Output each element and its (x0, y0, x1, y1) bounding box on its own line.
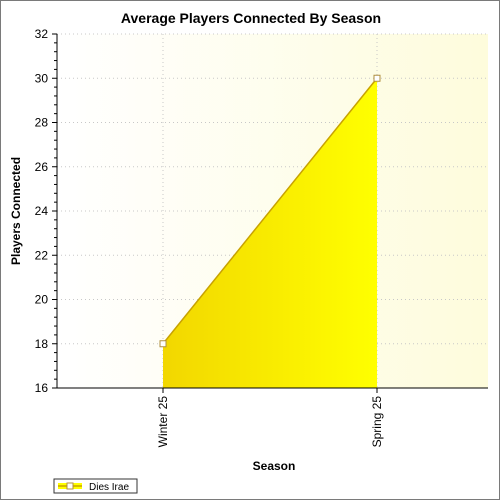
data-point-marker (159, 340, 167, 348)
legend-box (53, 478, 138, 494)
y-tick-label: 26 (35, 160, 49, 174)
x-tick-label: Winter 25 (156, 396, 170, 448)
y-tick-label: 22 (35, 248, 49, 262)
y-tick-label: 32 (35, 27, 49, 41)
x-tick-labels: Winter 25 Spring 25 (156, 396, 384, 448)
y-tick-label: 28 (35, 116, 49, 130)
legend: Dies Irae (53, 478, 138, 494)
y-axis-title: Players Connected (9, 157, 23, 265)
axes (52, 33, 488, 393)
x-tick-label: Spring 25 (370, 396, 384, 448)
series-line-dies-irae (162, 77, 378, 345)
x-axis-title: Season (253, 459, 296, 473)
y-tick-labels: 16 18 20 22 24 26 28 30 32 (35, 27, 49, 395)
y-tick-label: 16 (35, 381, 49, 395)
legend-label: Dies Irae (89, 482, 129, 493)
chart-title: Average Players Connected By Season (121, 10, 381, 26)
y-tick-label: 24 (35, 204, 49, 218)
area-series-dies-irae (163, 78, 377, 388)
data-point-marker (373, 74, 381, 82)
data-markers (159, 74, 381, 348)
legend-marker-icon (66, 482, 74, 490)
y-tick-label: 20 (35, 293, 49, 307)
y-tick-label: 30 (35, 71, 49, 85)
y-tick-label: 18 (35, 337, 49, 351)
